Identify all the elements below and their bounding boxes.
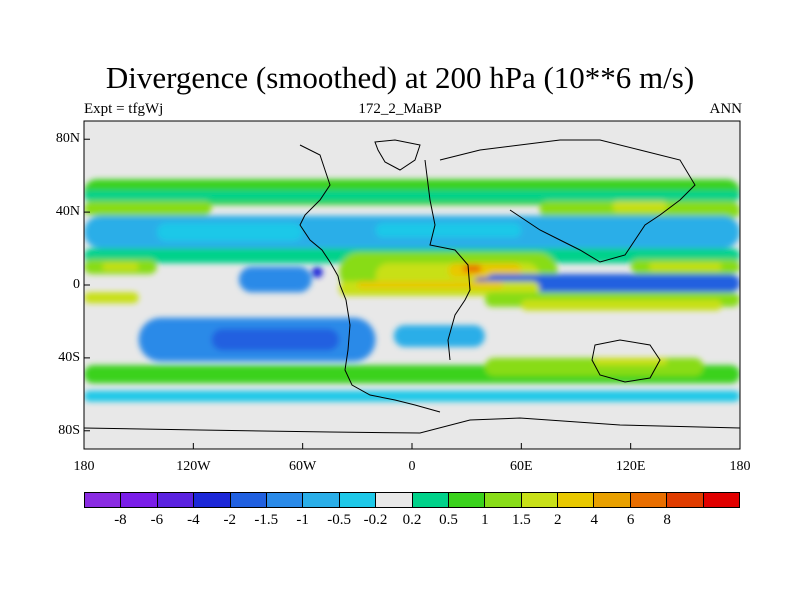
colorbar-swatch-11 bbox=[485, 493, 522, 507]
colorbar-swatch-5 bbox=[266, 493, 304, 507]
divergence-region-16 bbox=[648, 263, 722, 271]
colorbar-label-10: 1 bbox=[481, 512, 489, 528]
y-tick-label-4: 80S bbox=[58, 422, 80, 438]
colorbar-label-1: -6 bbox=[150, 512, 164, 528]
australia-outline bbox=[591, 339, 661, 383]
colorbar-swatch-8 bbox=[376, 493, 413, 507]
colorbar-swatch-14 bbox=[594, 493, 631, 507]
colorbar-swatch-0 bbox=[85, 493, 122, 507]
x-tick-label-3: 0 bbox=[408, 459, 416, 474]
season-label: ANN bbox=[709, 101, 743, 117]
africa-europe-outline bbox=[424, 159, 471, 361]
experiment-label: Expt = tfgWj bbox=[84, 101, 164, 117]
colorbar-swatch-4 bbox=[230, 493, 267, 507]
x-tick-label-4: 60E bbox=[510, 459, 533, 474]
y-tick-label-1: 40N bbox=[55, 204, 80, 220]
divergence-region-25 bbox=[84, 292, 139, 304]
divergence-region-27 bbox=[211, 328, 340, 351]
divergence-region-1 bbox=[84, 190, 740, 202]
divergence-region-22 bbox=[357, 281, 504, 289]
divergence-region-18 bbox=[311, 266, 323, 278]
colorbar-label-9: 0.5 bbox=[439, 512, 458, 528]
map-title: Divergence (smoothed) at 200 hPa (10**6 … bbox=[105, 60, 695, 95]
colorbar-swatch-16 bbox=[667, 493, 704, 507]
colorbar-label-8: 0.2 bbox=[402, 512, 422, 528]
divergence-region-28 bbox=[393, 325, 485, 347]
colorbar-swatch-9 bbox=[412, 493, 449, 507]
divergence-region-24 bbox=[521, 299, 722, 311]
north-america-outline bbox=[299, 144, 341, 286]
colorbar-label-15: 8 bbox=[663, 512, 671, 528]
divergence-region-17 bbox=[238, 266, 312, 293]
colorbar bbox=[84, 492, 740, 508]
x-tick-label-2: 60W bbox=[289, 459, 317, 474]
colorbar-label-4: -1.5 bbox=[254, 512, 279, 528]
antarctica-outline bbox=[84, 417, 740, 434]
south-america-outline bbox=[339, 284, 441, 413]
colorbar-swatch-10 bbox=[448, 493, 486, 507]
colorbar-label-12: 2 bbox=[554, 512, 562, 528]
divergence-region-10 bbox=[102, 263, 139, 271]
divergence-region-31 bbox=[594, 357, 668, 366]
divergence-region-6 bbox=[156, 223, 303, 242]
x-tick-label-6: 180 bbox=[729, 459, 751, 474]
y-tick-label-0: 80N bbox=[55, 131, 80, 147]
colorbar-label-11: 1.5 bbox=[511, 512, 531, 528]
colorbar-swatch-13 bbox=[558, 493, 595, 507]
colorbar-swatch-17 bbox=[703, 493, 740, 507]
colorbar-swatch-7 bbox=[339, 493, 377, 507]
colorbar-swatch-6 bbox=[303, 493, 340, 507]
y-tick-label-2: 0 bbox=[73, 277, 80, 292]
divergence-region-30 bbox=[484, 357, 704, 377]
colorbar-label-0: -8 bbox=[114, 512, 127, 528]
colorbar-label-3: -2 bbox=[223, 512, 237, 528]
colorbar-swatch-3 bbox=[194, 493, 231, 507]
colorbar-label-6: -0.5 bbox=[327, 512, 351, 528]
colorbar-swatch-2 bbox=[157, 493, 195, 507]
colorbar-label-13: 4 bbox=[590, 512, 598, 528]
colorbar-label-14: 6 bbox=[626, 512, 635, 528]
colorbar-swatch-1 bbox=[121, 493, 158, 507]
x-tick-label-5: 120E bbox=[615, 459, 646, 474]
divergence-region-14 bbox=[463, 264, 482, 273]
axis-tick-marks bbox=[83, 138, 741, 449]
divergence-region-2 bbox=[84, 201, 212, 216]
x-tick-label-0: 180 bbox=[73, 459, 95, 474]
colorbar-label-5: -1 bbox=[296, 512, 309, 528]
colorbar-label-2: -4 bbox=[187, 512, 200, 528]
divergence-region-32 bbox=[84, 390, 740, 402]
continent-outlines bbox=[84, 139, 740, 434]
y-tick-label-3: 40S bbox=[58, 349, 80, 365]
divergence-region-7 bbox=[375, 223, 522, 238]
case-label: 172_2_MaBP bbox=[358, 101, 442, 117]
colorbar-swatch-15 bbox=[630, 493, 668, 507]
colorbar-label-7: -0.2 bbox=[363, 512, 388, 528]
x-tick-label-1: 120W bbox=[176, 459, 211, 474]
divergence-region-4 bbox=[612, 201, 668, 213]
divergence-field bbox=[84, 179, 740, 402]
asia-outline bbox=[439, 139, 696, 263]
colorbar-swatch-12 bbox=[521, 493, 559, 507]
divergence-region-20 bbox=[484, 274, 740, 293]
greenland-outline bbox=[374, 139, 421, 171]
